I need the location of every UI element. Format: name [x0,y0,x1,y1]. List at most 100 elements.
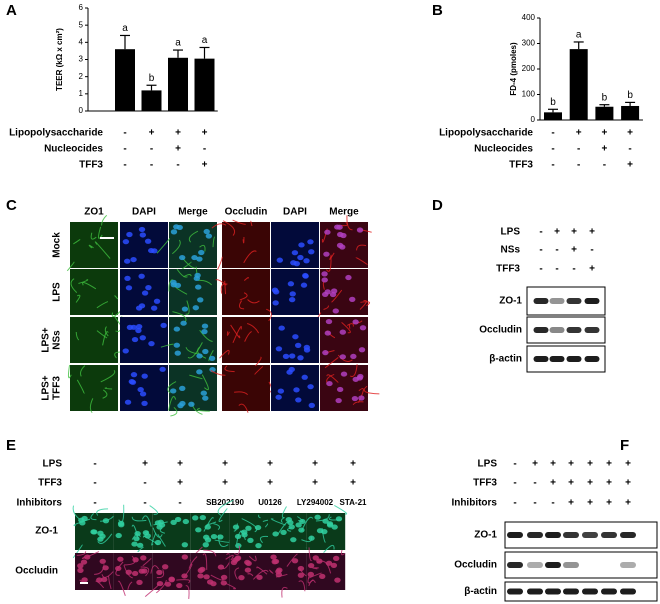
blot-band [549,298,565,304]
blot-band [620,588,636,595]
cell-border [244,331,252,342]
condition-mark: - [539,227,542,238]
nucleus [275,572,283,578]
y-axis-label: FD-4 (pmoles) [509,42,518,96]
nucleus [138,303,146,309]
cell-border [176,579,191,584]
cell-border [70,278,78,293]
condition-mark: - [123,128,126,139]
cell-border [183,273,192,278]
condition-mark: - [143,498,146,509]
condition-mark: - [555,264,558,275]
condition-mark: + [177,459,183,470]
cell-border [176,268,188,278]
condition-mark: - [551,128,554,139]
nucleus [300,282,308,288]
y-tick-label: 5 [79,20,84,29]
nucleus [130,372,138,378]
cell-border [247,323,260,334]
significance-letter: b [602,92,608,103]
micrograph [222,222,270,268]
micrograph [169,222,217,268]
significance-letter: b [550,97,556,108]
condition-mark: - [551,160,554,171]
cell-border [349,364,358,377]
condition-label: Inhibitors [16,498,62,509]
condition-mark: + [606,478,612,489]
cell-border [203,549,217,557]
nucleus [314,514,321,520]
nucleus [99,558,106,564]
nucleus [134,530,141,537]
condition-mark: + [568,498,574,509]
nucleus [192,515,199,521]
cell-border [117,580,126,596]
condition-mark: + [149,128,155,139]
condition-mark: + [606,459,612,470]
cell-border [359,300,367,310]
nucleus [295,397,302,403]
blot-label: Occludin [454,560,497,571]
nucleus [278,325,285,331]
nucleus [81,577,88,583]
nucleus [325,560,333,566]
panel-letter: F [620,437,629,454]
bar [194,58,215,111]
nucleus [334,577,341,583]
nucleus [208,355,216,361]
cell-border [331,289,343,303]
cell-border [131,516,147,522]
cell-border [220,283,228,294]
panel-letter: D [432,197,443,214]
bar [141,90,162,111]
nucleus [139,232,147,238]
nucleus [272,300,279,306]
condition-mark: - [628,144,631,155]
cell-border [211,223,227,229]
nucleus [277,388,285,394]
condition-mark: - [555,245,558,256]
nucleus [345,274,352,281]
nucleus [198,249,205,256]
nucleus [144,238,152,244]
cell-border [243,276,249,281]
nucleus [308,402,315,408]
nucleus [316,528,324,534]
cell-border [308,547,313,562]
cell-border [308,572,322,579]
cell-border [88,244,94,249]
cell-border [152,527,163,538]
panel-letter: E [6,437,16,454]
cell-border [238,403,249,413]
nucleus [99,533,106,539]
blot-band [507,532,523,538]
nucleus [125,569,132,575]
cell-border [188,230,199,243]
nucleus [350,353,357,360]
nucleus [136,542,144,548]
cell-border [334,505,348,515]
nucleus [84,554,91,560]
nucleus [335,516,343,522]
nucleus [298,527,305,533]
blot-band [584,298,600,304]
column-header: DAPI [132,207,156,218]
blot-band [620,562,636,568]
nucleus [234,533,242,540]
cell-border [140,566,150,577]
cell-border [185,300,190,315]
blot-label: ZO-1 [499,296,522,307]
condition-label: Nucleocides [44,144,103,155]
cell-border [170,406,178,417]
cell-border [340,549,346,556]
cell-border [239,292,248,301]
cell-border [222,220,236,236]
nucleus [332,308,339,314]
nucleus [170,519,177,525]
condition-mark: + [571,227,577,238]
condition-mark: + [589,264,595,275]
cell-border [142,557,152,567]
condition-mark: - [123,144,126,155]
condition-mark: - [93,459,96,470]
y-axis-label: TEER (kΩ x cm²) [55,28,64,91]
